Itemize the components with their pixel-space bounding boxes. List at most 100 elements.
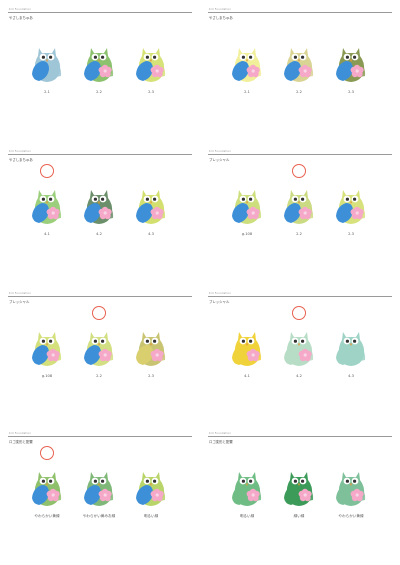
owl-illustration	[334, 468, 368, 508]
slide-panel: Kid Foundation やさしまちゅあ 2.1 2.2 2.3	[8, 8, 192, 136]
panel-tag: Kid Foundation	[9, 150, 32, 153]
owl-caption: 4.3	[348, 374, 354, 378]
owl-caption: やわらかい黄緑	[338, 514, 364, 518]
owl-caption: 4.3	[148, 232, 154, 236]
panel-tag: Kid Foundation	[9, 432, 32, 435]
selection-circle	[292, 164, 306, 178]
flower-icon	[150, 348, 164, 362]
owl-illustration	[334, 328, 368, 368]
panel-divider	[208, 154, 392, 155]
selection-circle	[92, 306, 106, 320]
owl-illustration	[230, 44, 264, 84]
panel-divider	[208, 296, 392, 297]
flower-icon	[98, 64, 112, 78]
panel-tag: Kid Foundation	[209, 432, 232, 435]
selection-circle	[292, 306, 306, 320]
owl-illustration	[30, 44, 64, 84]
owl-illustration	[230, 186, 264, 226]
owl-caption: 2.3	[348, 90, 354, 94]
owl-illustration	[134, 328, 168, 368]
panel-heading: ブレッシャル	[209, 158, 230, 162]
flower-icon	[298, 348, 312, 362]
owl-icon	[32, 48, 62, 82]
owl-icon	[336, 472, 366, 506]
flower-icon	[246, 348, 260, 362]
owl-illustration	[282, 328, 316, 368]
owl-caption: 明るい緑	[239, 514, 255, 518]
owl-illustration	[30, 468, 64, 508]
owl-illustration	[82, 468, 116, 508]
owl-icon	[284, 48, 314, 82]
owl-illustration	[230, 468, 264, 508]
owl-caption: 4.2	[96, 232, 102, 236]
owl-illustration	[134, 468, 168, 508]
owl-caption: 2.1	[244, 90, 250, 94]
owl-caption: 4.1	[44, 232, 50, 236]
owl-illustration	[282, 186, 316, 226]
owl-illustration	[282, 468, 316, 508]
owl-illustration	[82, 328, 116, 368]
owl-icon	[136, 332, 166, 366]
owl-caption: g.108	[241, 232, 253, 236]
panel-divider	[208, 12, 392, 13]
panel-tag: Kid Foundation	[209, 292, 232, 295]
owl-icon	[32, 332, 62, 366]
flower-icon	[350, 64, 364, 78]
panel-heading: ブレッシャル	[209, 300, 230, 304]
flower-icon	[350, 488, 364, 502]
flower-icon	[298, 206, 312, 220]
owl-icon	[336, 332, 366, 366]
owl-caption: 2.3	[148, 90, 154, 94]
panel-heading: ロゴ変形と配置	[9, 440, 33, 444]
owl-caption: 2.3	[348, 232, 354, 236]
owl-caption: 2.1	[44, 90, 50, 94]
owl-illustration	[30, 186, 64, 226]
owl-illustration	[230, 328, 264, 368]
slide-panel: Kid Foundation ブレッシャル g.108 2.2 2.3	[8, 292, 192, 420]
owl-icon	[136, 190, 166, 224]
selection-circle	[40, 446, 54, 460]
owl-caption: 2.3	[148, 374, 154, 378]
flower-icon	[246, 64, 260, 78]
owl-illustration	[82, 44, 116, 84]
owl-icon	[232, 332, 262, 366]
flower-icon	[150, 488, 164, 502]
panel-divider	[8, 154, 192, 155]
flower-icon	[46, 206, 60, 220]
owl-icon	[136, 48, 166, 82]
panel-tag: Kid Foundation	[209, 8, 232, 11]
flower-icon	[98, 206, 112, 220]
panel-heading: ブレッシャル	[9, 300, 30, 304]
panel-divider	[208, 436, 392, 437]
owl-icon	[32, 472, 62, 506]
owl-illustration	[30, 328, 64, 368]
flower-icon	[350, 206, 364, 220]
flower-icon	[298, 64, 312, 78]
owl-illustration	[334, 186, 368, 226]
slide-panel: Kid Foundation ブレッシャル 4.1 4.2 4.3	[208, 292, 392, 420]
owl-caption: 2.2	[96, 90, 102, 94]
owl-icon	[84, 190, 114, 224]
panel-tag: Kid Foundation	[9, 292, 32, 295]
owl-illustration	[134, 186, 168, 226]
owl-caption: 2.2	[96, 374, 102, 378]
panel-tag: Kid Foundation	[9, 8, 32, 11]
owl-caption: 4.2	[296, 374, 302, 378]
owl-icon	[284, 332, 314, 366]
owl-illustration	[282, 44, 316, 84]
owl-caption: 2.2	[296, 90, 302, 94]
slide-panel: Kid Foundation やさしまちゅあ 4.1 4.2 4.3	[8, 150, 192, 278]
slide-panel: Kid Foundation やさしまちゅあ 2.1 2.2 2.3	[208, 8, 392, 136]
flower-icon	[246, 488, 260, 502]
owl-caption: 明るい緑	[143, 514, 159, 518]
selection-circle	[40, 164, 54, 178]
flower-icon	[46, 348, 60, 362]
panel-divider	[8, 436, 192, 437]
owl-icon	[32, 190, 62, 224]
flower-icon	[98, 488, 112, 502]
slide-panel: Kid Foundation ロゴ変形と配置 明るい緑 緑い緑 やわらかい黄緑	[208, 432, 392, 560]
owl-caption: g.108	[41, 374, 53, 378]
flower-icon	[298, 488, 312, 502]
owl-icon	[336, 190, 366, 224]
owl-illustration	[334, 44, 368, 84]
